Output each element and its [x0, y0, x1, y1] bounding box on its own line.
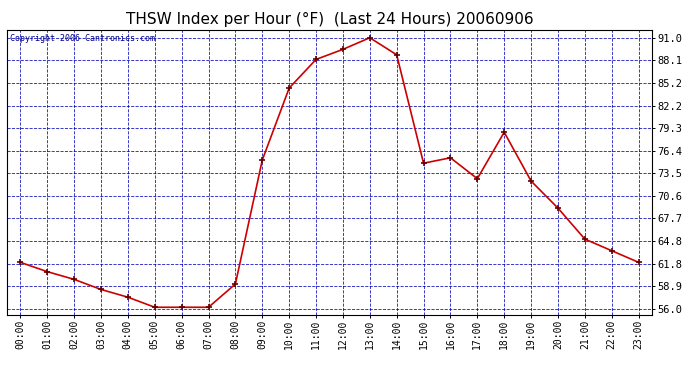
Title: THSW Index per Hour (°F)  (Last 24 Hours) 20060906: THSW Index per Hour (°F) (Last 24 Hours)…	[126, 12, 533, 27]
Text: Copyright 2006 Cantronics.com: Copyright 2006 Cantronics.com	[10, 34, 155, 43]
